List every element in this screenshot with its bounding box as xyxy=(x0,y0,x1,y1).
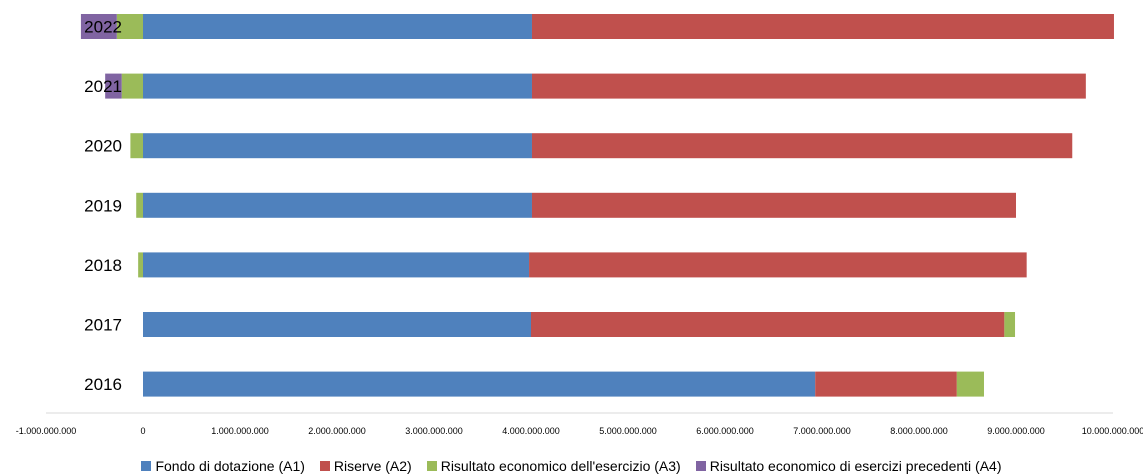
legend-item-4: Risultato economico di esercizi preceden… xyxy=(695,457,1002,474)
x-tick-label: 6.000.000.000 xyxy=(696,426,754,436)
x-tick-label: 8.000.000.000 xyxy=(890,426,948,436)
category-label-2019: 2019 xyxy=(84,196,122,215)
legend-label: Fondo di dotazione (A1) xyxy=(155,457,305,474)
bar-2019-series-3 xyxy=(136,192,143,218)
bar-2018-series-3 xyxy=(138,252,143,278)
bar-2021-series-2 xyxy=(531,73,1086,99)
legend-label: Riserve (A2) xyxy=(333,457,412,474)
bar-2018-series-1 xyxy=(143,252,530,278)
category-label-2021: 2021 xyxy=(84,77,122,96)
x-tick-label: 10.000.000.000 xyxy=(1082,426,1143,436)
bar-2018-series-2 xyxy=(529,252,1027,278)
category-label-2016: 2016 xyxy=(84,375,122,394)
legend-item-3: Risultato economico dell'esercizio (A3) xyxy=(426,457,681,474)
bar-2021-series-4 xyxy=(105,73,122,99)
legend-swatch xyxy=(426,460,437,471)
bar-2016-series-1 xyxy=(143,371,816,397)
legend-swatch xyxy=(695,460,706,471)
legend-item-2: Riserve (A2) xyxy=(319,457,412,474)
legend-item-1: Fondo di dotazione (A1) xyxy=(141,457,305,474)
bar-2020-series-2 xyxy=(531,133,1073,159)
category-label-2022: 2022 xyxy=(84,18,122,37)
x-tick-label: 9.000.000.000 xyxy=(987,426,1045,436)
bar-2017-series-2 xyxy=(531,312,1005,337)
x-tick-label: 4.000.000.000 xyxy=(502,426,560,436)
legend-label: Risultato economico di esercizi preceden… xyxy=(709,457,1002,474)
category-label-2020: 2020 xyxy=(84,137,122,156)
bar-2016-series-2 xyxy=(815,371,957,397)
legend-swatch xyxy=(319,460,330,471)
bar-2022-series-3 xyxy=(116,14,143,39)
bar-2022-series-1 xyxy=(143,14,532,39)
bar-2022-series-4 xyxy=(80,14,117,39)
bar-2016-series-3 xyxy=(956,371,984,397)
x-axis: -1.000.000.000 0 1.000.000.000 2.000.000.00… xyxy=(16,412,1143,436)
legend-swatch xyxy=(141,460,152,471)
bars-layer xyxy=(80,14,1114,397)
bar-2019-series-2 xyxy=(531,192,1016,218)
x-tick-label: 0 xyxy=(140,426,145,436)
bar-2017-series-1 xyxy=(143,312,531,337)
legend: Fondo di dotazione (A1) Riserve (A2) Risul… xyxy=(0,456,1143,475)
category-label-2018: 2018 xyxy=(84,256,122,275)
legend-label: Risultato economico dell'esercizio (A3) xyxy=(440,457,681,474)
bar-2022-series-2 xyxy=(531,14,1114,39)
x-tick-label: -1.000.000.000 xyxy=(16,426,77,436)
category-label-2017: 2017 xyxy=(84,316,122,335)
bar-2021-series-3 xyxy=(121,73,143,99)
category-labels: 2016 2017 2018 2019 2020 2021 2022 xyxy=(84,18,122,395)
bar-2020-series-1 xyxy=(143,133,532,159)
bar-2020-series-3 xyxy=(130,133,143,159)
x-tick-label: 5.000.000.000 xyxy=(599,426,657,436)
bar-2021-series-1 xyxy=(143,73,532,99)
x-tick-label: 3.000.000.000 xyxy=(405,426,463,436)
x-tick-label: 2.000.000.000 xyxy=(308,426,366,436)
bar-2019-series-1 xyxy=(143,192,532,218)
bar-2017-series-3 xyxy=(1004,312,1016,337)
x-tick-label: 1.000.000.000 xyxy=(211,426,269,436)
x-tick-label: 7.000.000.000 xyxy=(793,426,851,436)
